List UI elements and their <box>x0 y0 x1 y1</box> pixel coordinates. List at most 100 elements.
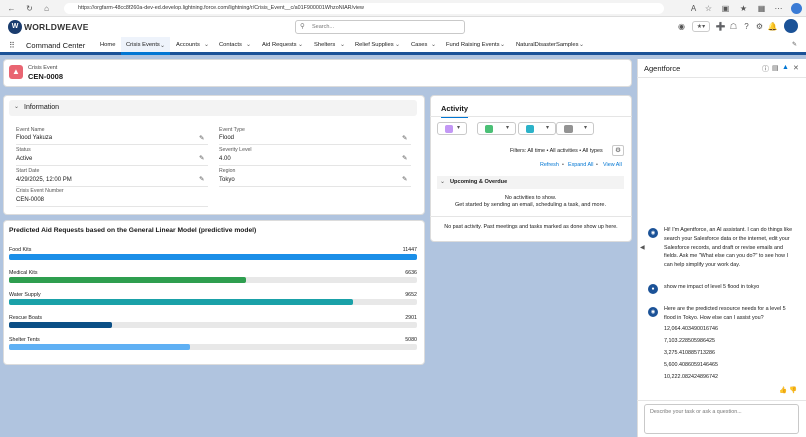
section-title: Information <box>24 104 60 111</box>
nav-cases[interactable]: Cases <box>411 42 428 48</box>
collapse-arrow-icon[interactable]: ◀ <box>640 245 645 251</box>
email-button[interactable]: ▾ <box>556 122 594 135</box>
edit-pencil-icon[interactable]: ✎ <box>402 176 408 183</box>
search-icon: ⚲ <box>300 23 305 30</box>
chevron-down-icon[interactable]: ⌄ <box>340 42 345 48</box>
nav-accounts[interactable]: Accounts <box>176 42 200 48</box>
chevron-down-icon[interactable]: ⌄ <box>500 42 505 48</box>
chevron-down-icon[interactable]: ⌄ <box>14 104 20 110</box>
edit-pencil-icon[interactable]: ✎ <box>402 135 408 142</box>
nav-crisis-events[interactable]: Crisis Events <box>126 42 160 48</box>
agent-intro-message: Hi! I'm Agentforce, an AI assistant. I c… <box>664 227 793 269</box>
agent-avatar-icon: ◉ <box>648 228 658 238</box>
edit-pencil-icon[interactable]: ✎ <box>199 135 205 142</box>
filter-settings-gear-icon[interactable]: ⚙ <box>612 145 624 156</box>
pin-icon[interactable]: ▲ <box>782 64 789 71</box>
history-icon[interactable]: ▤ <box>772 65 779 72</box>
nav-shelters[interactable]: Shelters <box>314 42 336 48</box>
activity-filters: Filters: All time • All activities • All… <box>510 148 603 154</box>
app-launcher-icon[interactable]: ⠿ <box>9 41 15 50</box>
activity-tab[interactable]: Activity <box>441 104 469 118</box>
favorite-icon[interactable]: ☆ <box>704 4 713 13</box>
expand-all-link[interactable]: Expand All <box>568 162 594 168</box>
separator-dot: • <box>596 162 598 168</box>
bar-value: 11447 <box>402 247 417 253</box>
bar-track <box>9 344 417 350</box>
chevron-down-icon[interactable]: ⌄ <box>440 179 446 185</box>
bar-track <box>9 321 417 328</box>
edit-pencil-icon[interactable]: ✎ <box>402 155 408 162</box>
predicted-value: 7,103.228505986425 <box>664 338 715 344</box>
address-bar[interactable]: https://orgfarm-48cc8f260a-dev-ed.develo… <box>64 3 664 14</box>
chevron-down-icon[interactable]: ⌄ <box>204 42 209 48</box>
prediction-chart-card <box>3 220 425 365</box>
field-label: Start Date <box>16 168 40 174</box>
favorites-icon[interactable]: ★ <box>739 4 748 13</box>
collections-icon[interactable]: ▦ <box>757 4 766 13</box>
input-placeholder: Describe your task or ask a question... <box>650 409 742 415</box>
thumbs-down-icon[interactable]: 👎 <box>789 387 798 394</box>
thumbs-up-icon[interactable]: 👍 <box>779 387 788 394</box>
new-event-button[interactable]: ▾ <box>518 122 556 135</box>
nav-home[interactable]: Home <box>100 42 116 48</box>
view-all-link[interactable]: View All <box>603 162 622 168</box>
upcoming-overdue-header[interactable] <box>437 176 624 189</box>
divider <box>16 144 208 145</box>
setup-assistant-icon[interactable]: ☖ <box>729 22 738 31</box>
new-task-button[interactable]: ▾ <box>477 122 516 135</box>
field-value: Flood <box>219 135 235 141</box>
global-search[interactable]: Search... <box>295 20 465 34</box>
chevron-down-icon: ▾ <box>584 125 588 131</box>
reload-icon[interactable]: ↻ <box>26 4 33 13</box>
field-label: Region <box>219 168 236 174</box>
refresh-link[interactable]: Refresh <box>540 162 559 168</box>
edit-pencil-icon[interactable]: ✎ <box>199 176 205 183</box>
profile-icon[interactable] <box>791 3 802 14</box>
bar-value: 9652 <box>405 292 417 298</box>
chevron-down-icon[interactable]: ⌄ <box>395 42 400 48</box>
favorites-button[interactable]: ★▾ <box>692 21 710 32</box>
read-aloud-icon[interactable]: A <box>690 4 697 13</box>
nav-aid-requests[interactable]: Aid Requests <box>262 42 297 48</box>
bar-label: Food Kits <box>9 247 32 253</box>
bar <box>9 276 246 283</box>
record-header <box>3 59 632 87</box>
agent-input-field[interactable]: Describe your task or ask a question... <box>644 404 799 434</box>
global-actions-icon[interactable]: ➕ <box>715 22 726 31</box>
edit-pencil-icon[interactable]: ✎ <box>199 155 205 162</box>
more-icon[interactable]: ⋯ <box>774 4 783 13</box>
user-avatar-icon: ● <box>648 284 658 294</box>
bar-value: 5080 <box>405 337 417 343</box>
info-icon[interactable]: ⓘ <box>762 66 769 73</box>
chevron-down-icon[interactable]: ⌄ <box>579 42 584 48</box>
bar <box>9 299 354 305</box>
chevron-down-icon[interactable]: ⌄ <box>431 42 436 48</box>
chevron-down-icon[interactable]: ⌄ <box>160 43 166 49</box>
call-icon <box>445 125 453 133</box>
help-icon[interactable]: ? <box>744 22 749 31</box>
user-avatar[interactable] <box>784 19 798 33</box>
bar-label: Rescue Boats <box>9 314 42 321</box>
nav-fund-raising-events[interactable]: Fund Raising Events <box>446 42 500 48</box>
agent-reply-message: Here are the predicted resource needs fo… <box>664 306 786 321</box>
home-icon[interactable]: ⌂ <box>44 4 49 13</box>
setup-gear-icon[interactable]: ⚙ <box>755 22 764 31</box>
divider <box>219 186 411 187</box>
nav-natural-disaster-samples[interactable]: NaturalDisasterSamples <box>516 42 579 48</box>
notifications-bell-icon[interactable]: 🔔 <box>767 22 778 31</box>
log-call-button[interactable]: ▾ <box>437 122 467 135</box>
field-value: 4.00 <box>219 156 231 162</box>
close-icon[interactable]: ✕ <box>793 65 799 72</box>
nav-contacts[interactable]: Contacts <box>219 42 242 48</box>
bar-label: Medical Kits <box>9 269 38 276</box>
edit-nav-pencil-icon[interactable]: ✎ <box>792 42 797 48</box>
information-section-header[interactable] <box>9 100 417 116</box>
field-label: Event Type <box>219 127 245 133</box>
back-icon[interactable]: ← <box>7 4 16 13</box>
extension-icon[interactable]: ▣ <box>721 4 730 13</box>
chevron-down-icon[interactable]: ⌄ <box>246 42 251 48</box>
nav-relief-supplies[interactable]: Relief Supplies <box>355 42 394 48</box>
search-placeholder: Search... <box>312 24 335 30</box>
einstein-icon[interactable]: ◉ <box>678 22 685 31</box>
chevron-down-icon[interactable]: ⌄ <box>298 42 303 48</box>
